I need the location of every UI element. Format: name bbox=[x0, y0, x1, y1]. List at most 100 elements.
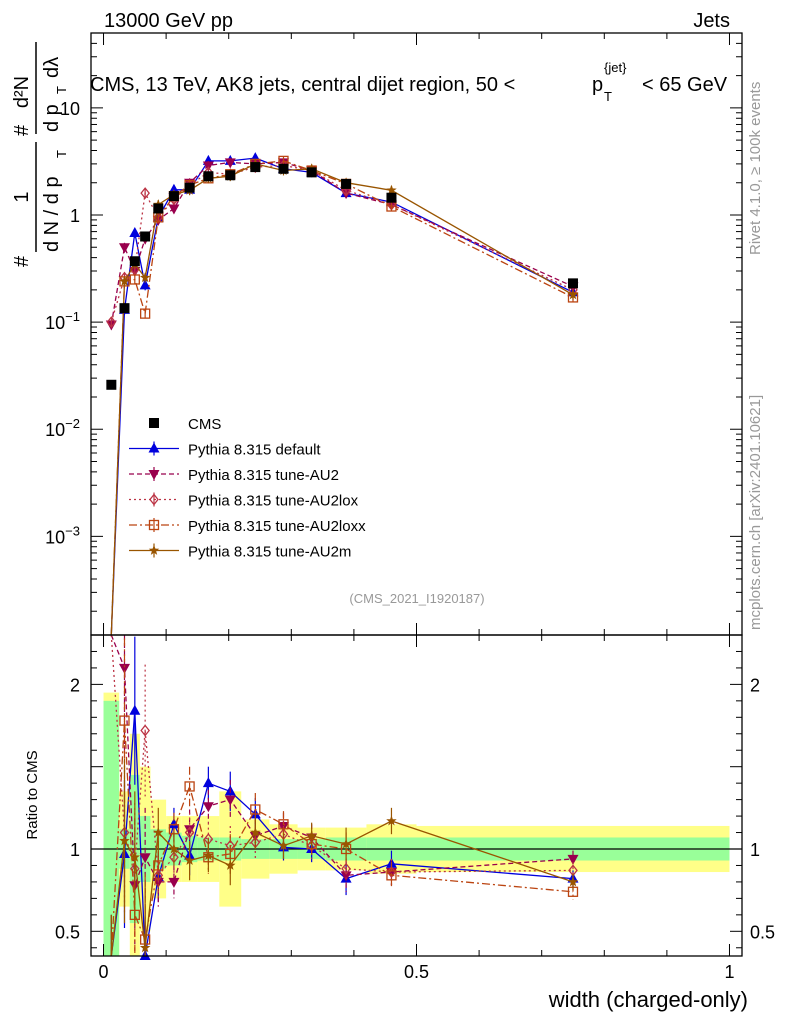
title-p: p bbox=[592, 74, 603, 96]
ylabel-den2-tail: dλ bbox=[41, 57, 63, 78]
data-point-marker bbox=[140, 231, 151, 242]
ratio-line bbox=[110, 634, 574, 877]
series-marker bbox=[386, 815, 397, 826]
title-sup: {jet} bbox=[604, 60, 627, 75]
ylabel-num2: d²N bbox=[11, 76, 33, 108]
ratio-tick-label-left: 1 bbox=[70, 840, 80, 860]
ylabel-hash-2: # bbox=[11, 124, 33, 136]
series-marker bbox=[278, 819, 289, 830]
data-point-marker bbox=[278, 163, 289, 174]
series-marker bbox=[129, 704, 141, 715]
series-marker bbox=[168, 843, 180, 854]
data-point-marker bbox=[203, 171, 214, 182]
series-marker bbox=[250, 827, 261, 837]
y-tick-base: 10 bbox=[45, 527, 65, 547]
y-tick-label: 10−2 bbox=[45, 416, 80, 440]
series-marker bbox=[224, 158, 236, 169]
data-point-marker bbox=[184, 182, 195, 193]
series-marker bbox=[148, 470, 160, 480]
series-marker bbox=[139, 853, 151, 864]
legend-item: Pythia 8.315 tune-AU2m bbox=[129, 543, 351, 561]
series-marker bbox=[567, 854, 579, 865]
data-point-marker bbox=[119, 303, 130, 314]
series-marker bbox=[202, 802, 214, 813]
ratio-panel-frame bbox=[90, 634, 743, 957]
series-marker bbox=[129, 274, 140, 285]
series-marker bbox=[118, 663, 130, 674]
series-marker bbox=[119, 715, 130, 726]
data-point-marker bbox=[386, 192, 397, 203]
series-marker bbox=[341, 862, 351, 875]
legend-item: CMS bbox=[149, 416, 221, 433]
series-marker bbox=[184, 826, 195, 839]
ylabel-num1: 1 bbox=[11, 191, 33, 202]
energy-label: 13000 GeV pp bbox=[104, 10, 233, 32]
series-marker bbox=[340, 838, 352, 849]
series-marker bbox=[149, 493, 159, 506]
series-marker bbox=[225, 860, 236, 870]
ratio-tick-label-right: 0.5 bbox=[750, 922, 775, 942]
y-tick-exponent: −3 bbox=[65, 523, 80, 538]
legend-item: Pythia 8.315 default bbox=[129, 441, 321, 459]
title-tail: < 65 GeV bbox=[642, 74, 728, 96]
category-label: Jets bbox=[693, 10, 730, 32]
y-tick-label: 10−1 bbox=[45, 309, 80, 333]
y-tick-exponent: −2 bbox=[65, 416, 80, 431]
legend-label: Pythia 8.315 tune-AU2m bbox=[188, 544, 351, 561]
series-marker bbox=[184, 825, 196, 836]
series-marker bbox=[140, 724, 150, 737]
series-marker bbox=[148, 442, 160, 453]
x-tick-label: 0.5 bbox=[404, 962, 429, 982]
series-group bbox=[105, 152, 579, 960]
series-marker bbox=[202, 777, 214, 788]
ratio-uncertainty-bands bbox=[91, 692, 742, 956]
series-marker bbox=[184, 781, 195, 792]
y-tick-label: 10 bbox=[60, 99, 80, 119]
ratio-tick-label-right: 1 bbox=[750, 840, 760, 860]
rivet-version-label: Rivet 4.1.0, ≥ 100k events bbox=[747, 82, 764, 255]
series-marker bbox=[106, 316, 117, 329]
legend-label: Pythia 8.315 tune-AU2loxx bbox=[188, 518, 366, 535]
series-marker bbox=[129, 851, 140, 862]
series-marker bbox=[386, 870, 397, 881]
legend-item: Pythia 8.315 tune-AU2lox bbox=[129, 492, 359, 510]
series-marker bbox=[184, 855, 195, 865]
title-sub: T bbox=[604, 89, 612, 104]
y-tick-label: 10−3 bbox=[45, 523, 80, 547]
data-point-marker bbox=[129, 256, 140, 267]
chart-title: CMS, 13 TeV, AK8 jets, central dijet reg… bbox=[90, 60, 728, 104]
data-point-marker bbox=[106, 379, 117, 390]
series-marker bbox=[129, 226, 141, 237]
ylabel-den1: d N / d p bbox=[41, 176, 63, 252]
series-marker bbox=[139, 279, 151, 290]
series-marker bbox=[306, 830, 317, 841]
ratio-tick-label-left: 0.5 bbox=[55, 922, 80, 942]
data-point-marker bbox=[250, 162, 261, 173]
x-axis-label: width (charged-only) bbox=[548, 987, 748, 1012]
series-marker bbox=[119, 835, 130, 846]
ylabel-den2: d p bbox=[41, 104, 63, 132]
ratio-y-axis-label: Ratio to CMS bbox=[24, 750, 41, 839]
series-marker bbox=[567, 289, 579, 300]
data-point-marker bbox=[306, 167, 317, 178]
series-marker bbox=[224, 795, 236, 806]
band-green-bin bbox=[103, 700, 120, 956]
legend-label: Pythia 8.315 default bbox=[188, 442, 321, 459]
series-line bbox=[110, 157, 574, 636]
series-marker bbox=[250, 804, 261, 815]
data-point-marker bbox=[149, 418, 159, 428]
source-label: mcplots.cern.ch [arXiv:2401.10621] bbox=[747, 395, 764, 630]
data-series bbox=[106, 162, 578, 390]
series-marker bbox=[168, 877, 180, 888]
series-marker bbox=[278, 840, 289, 851]
series-marker bbox=[153, 827, 164, 837]
legend-item: Pythia 8.315 tune-AU2loxx bbox=[129, 518, 366, 535]
ylabel-den2-sub: T bbox=[54, 86, 69, 94]
series-marker bbox=[203, 850, 214, 860]
ylabel-den1-sub: T bbox=[54, 150, 69, 158]
series-marker bbox=[119, 275, 130, 286]
legend-label: Pythia 8.315 tune-AU2 bbox=[188, 467, 339, 484]
series-marker bbox=[567, 876, 579, 887]
title-main: CMS, 13 TeV, AK8 jets, central dijet reg… bbox=[90, 74, 515, 96]
